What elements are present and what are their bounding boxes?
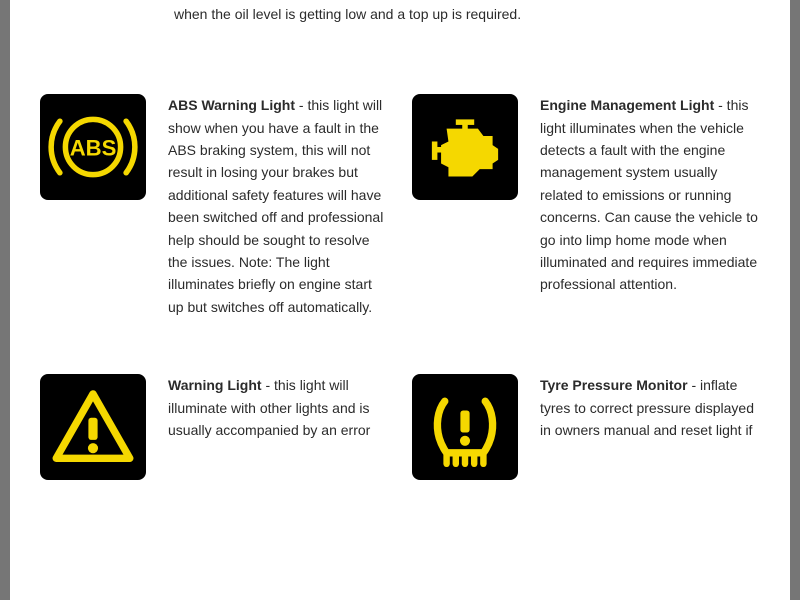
- warning-title: Warning Light: [168, 377, 262, 393]
- svg-text:ABS: ABS: [70, 136, 117, 161]
- warning-body: - this light illuminates when the vehicl…: [540, 97, 758, 292]
- warning-triangle-icon: [40, 374, 146, 480]
- engine-icon: [412, 94, 518, 200]
- warning-item-engine: Engine Management Light - this light ill…: [412, 94, 758, 318]
- warning-title: Tyre Pressure Monitor: [540, 377, 688, 393]
- warning-title: ABS Warning Light: [168, 97, 295, 113]
- warning-grid: ABS ABS Warning Light - this light will …: [40, 94, 760, 480]
- warning-desc: Warning Light - this light will illumina…: [168, 374, 386, 441]
- tyre-pressure-icon: [412, 374, 518, 480]
- document-page: when the oil level is getting low and a …: [10, 0, 790, 600]
- warning-item-abs: ABS ABS Warning Light - this light will …: [40, 94, 386, 318]
- abs-icon: ABS: [40, 94, 146, 200]
- warning-desc: Engine Management Light - this light ill…: [540, 94, 758, 296]
- warning-desc: ABS Warning Light - this light will show…: [168, 94, 386, 318]
- top-fragment-text: when the oil level is getting low and a …: [174, 4, 760, 24]
- warning-body: - this light will show when you have a f…: [168, 97, 383, 315]
- warning-title: Engine Management Light: [540, 97, 714, 113]
- warning-item-tyre: Tyre Pressure Monitor - inflate tyres to…: [412, 374, 758, 480]
- warning-desc: Tyre Pressure Monitor - inflate tyres to…: [540, 374, 758, 441]
- warning-item-triangle: Warning Light - this light will illumina…: [40, 374, 386, 480]
